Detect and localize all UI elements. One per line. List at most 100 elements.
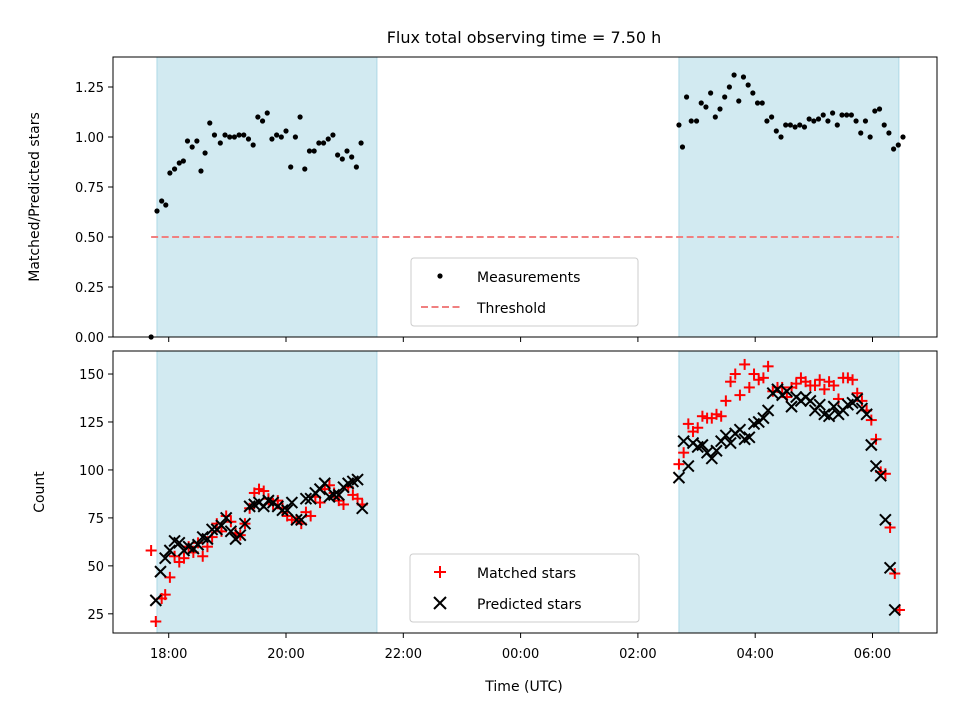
predicted-star-stroke [290, 513, 303, 527]
predicted-star-point [883, 561, 897, 574]
predicted-star-point [682, 459, 695, 473]
measurement-point [154, 208, 160, 214]
shaded-span-1 [678, 57, 899, 337]
predicted-star-stroke [219, 511, 233, 525]
legend-predicted-label: Predicted stars [477, 597, 582, 613]
predicted-star-stroke [327, 488, 341, 502]
measurement-point [688, 118, 694, 124]
predicted-star-point [733, 423, 747, 436]
predicted-star-stroke [743, 431, 756, 444]
predicted-star-stroke [154, 565, 167, 578]
y-tick-label: 25 [87, 608, 104, 623]
measurement-point [344, 148, 350, 154]
predicted-star-stroke [672, 471, 686, 484]
matched-star-point [762, 360, 774, 372]
measurement-point [227, 134, 233, 140]
measurement-point [703, 104, 709, 110]
y-tick-label: 1.00 [75, 131, 104, 146]
predicted-star-stroke [182, 540, 195, 553]
matched-star-point [743, 381, 755, 393]
predicted-star-stroke [851, 392, 864, 406]
measurement-point [787, 122, 793, 128]
bottom-y-ticks: 25 50 75 100 125 150 [79, 368, 113, 623]
measurement-point [872, 108, 878, 114]
y-tick-label: 0.00 [75, 331, 104, 346]
y-tick-label: 0.75 [75, 181, 104, 196]
predicted-star-point [813, 398, 826, 411]
measurement-point [297, 114, 303, 120]
measurement-point [891, 146, 897, 152]
predicted-star-stroke [295, 513, 308, 527]
predicted-star-point [743, 431, 756, 444]
predicted-star-point [719, 429, 733, 442]
measurement-point [316, 140, 322, 146]
predicted-star-point [705, 452, 719, 465]
measurement-point [726, 84, 732, 90]
matched-star-point [828, 380, 840, 392]
matched-star-point [673, 458, 685, 470]
y-tick-label: 1.25 [75, 81, 104, 96]
y-tick-label: 150 [79, 368, 104, 383]
measurement-point [745, 82, 751, 88]
y-tick-label: 0.50 [75, 231, 104, 246]
measurement-point [358, 140, 364, 146]
predicted-star-point [295, 513, 308, 527]
measurement-point [773, 128, 779, 134]
predicted-star-stroke [818, 408, 831, 421]
predicted-star-point [238, 517, 252, 530]
predicted-star-point [276, 504, 289, 517]
measurement-point [886, 130, 892, 136]
predicted-star-point [785, 400, 798, 413]
predicted-star-stroke [822, 410, 836, 423]
predicted-star-stroke [879, 513, 892, 527]
predicted-star-point [757, 411, 770, 425]
predicted-star-stroke [710, 444, 723, 457]
predicted-star-stroke [224, 525, 238, 538]
matched-star-point [710, 408, 722, 420]
predicted-star-stroke [733, 423, 747, 436]
measurement-point [759, 100, 765, 106]
measurement-point [231, 134, 238, 140]
x-tick-label: 22:00 [385, 647, 422, 662]
predicted-star-stroke [299, 492, 313, 505]
predicted-star-stroke [173, 536, 186, 550]
measurement-point [211, 132, 218, 138]
shaded-span-0 [156, 57, 377, 337]
top-plot-frame [112, 56, 938, 338]
measurement-point [708, 90, 714, 96]
predicted-star-point [318, 477, 331, 490]
measurement-point [895, 142, 901, 148]
predicted-star-stroke [234, 528, 247, 542]
measurement-point [712, 114, 718, 120]
measurement-point [306, 148, 313, 154]
measurement-point [900, 134, 906, 140]
measurement-point [176, 160, 182, 166]
predicted-star-point [761, 404, 775, 417]
x-tick-label: 18:00 [150, 647, 187, 662]
legend-matched-marker [434, 566, 446, 578]
predicted-star-stroke [888, 603, 901, 617]
matched-star-point [159, 589, 171, 601]
measurement-point [825, 118, 831, 124]
measurement-point [189, 144, 195, 150]
predicted-star-point [173, 536, 186, 550]
predicted-star-stroke [785, 400, 798, 413]
y-tick-label: 75 [87, 512, 104, 527]
measurement-point [844, 112, 850, 118]
measurement-point [264, 110, 270, 116]
x-tick-label: 00:00 [502, 647, 539, 662]
measurement-point [679, 144, 686, 150]
x-axis-label: Time (UTC) [484, 679, 562, 695]
measurement-point [222, 132, 228, 138]
measurement-point [722, 94, 728, 100]
measurement-point [167, 170, 173, 176]
predicted-star-point [879, 513, 892, 527]
matched-star-point [734, 389, 746, 401]
measurement-point [241, 132, 247, 138]
legend-predicted-marker [433, 596, 447, 610]
measurement-point [830, 110, 836, 116]
matched-star-point [682, 418, 694, 430]
matched-star-point [305, 510, 317, 522]
measurement-point [269, 136, 275, 142]
predicted-star-stroke [168, 534, 181, 548]
